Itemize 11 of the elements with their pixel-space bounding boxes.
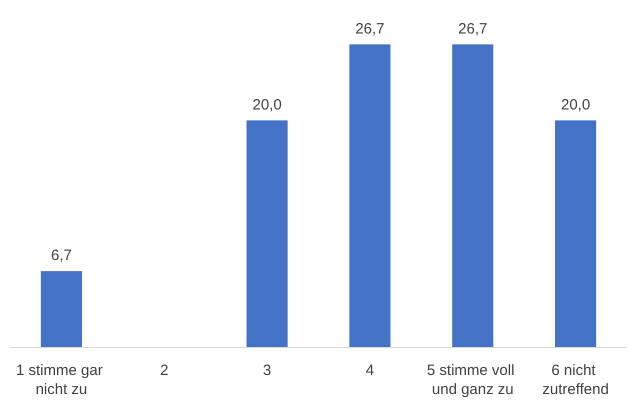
x-tick-label: 6 nicht zutreffend — [542, 362, 609, 398]
x-tick-label: 4 — [366, 362, 374, 379]
x-tick-label: 1 stimme gar nicht zu — [16, 362, 107, 398]
data-label: 26,7 — [355, 20, 385, 38]
x-tick-label: 2 — [160, 362, 168, 379]
x-tick-label: 3 — [262, 362, 272, 379]
data-label: 20,0 — [560, 96, 590, 114]
data-label: 26,7 — [458, 20, 488, 38]
data-label: 6,7 — [50, 247, 72, 264]
data-label: 20,0 — [252, 96, 282, 114]
x-tick-label: 5 stimme voll und ganz zu — [426, 362, 519, 398]
